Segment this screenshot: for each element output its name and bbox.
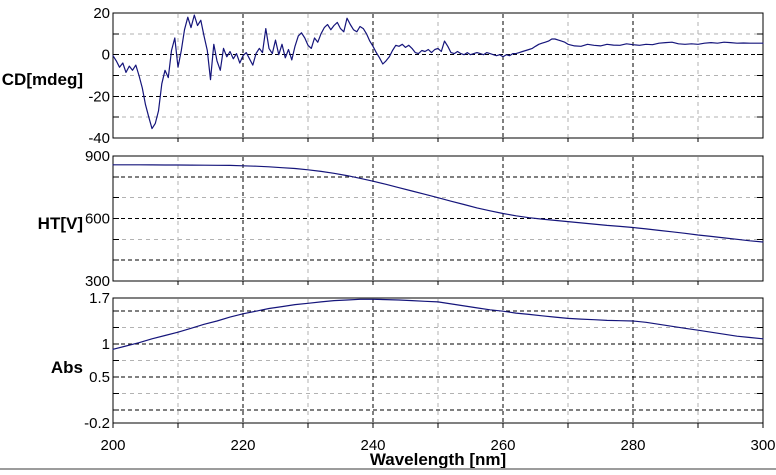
cd-y-tick-label: 0 [102,47,110,64]
x-tick-label: 280 [620,437,645,454]
abs-panel: 1.7 1 0.5 -0.2 200 220 240 260 280 300 [84,290,775,454]
ht-y-tick-label: 900 [85,148,110,165]
abs-axis-title: Abs [50,358,83,377]
cd-axis-title: CD[mdeg] [1,70,83,89]
ht-y-tick-label: 600 [85,211,110,228]
window-bottom-border [0,468,776,470]
cd-y-tick-label: -40 [88,130,110,147]
x-tick-label: 220 [230,437,255,454]
ht-panel: 900 600 300 [85,148,764,290]
cd-y-tick-label: -20 [88,88,110,105]
x-tick-label: 240 [360,437,385,454]
cd-curve [112,14,764,130]
abs-y-tick-label: 0.5 [89,369,110,386]
abs-y-tick-label: 1 [102,336,110,353]
cd-y-tick-label: 20 [93,5,110,22]
ht-axis-title: HT[V] [37,214,83,233]
abs-y-tick-label: -0.2 [84,415,110,432]
cd-panel: 20 0 -20 -40 [88,5,764,147]
ht-y-tick-label: 300 [85,273,110,290]
x-tick-label: 300 [750,437,775,454]
x-tick-label: 260 [490,437,515,454]
x-tick-label: 200 [100,437,125,454]
ht-curve [112,164,764,243]
abs-y-tick-label: 1.7 [89,290,110,307]
x-axis-title: Wavelength [nm] [369,450,507,469]
abs-curve [112,298,764,350]
cd-frame [112,12,764,139]
ht-frame [112,155,764,282]
